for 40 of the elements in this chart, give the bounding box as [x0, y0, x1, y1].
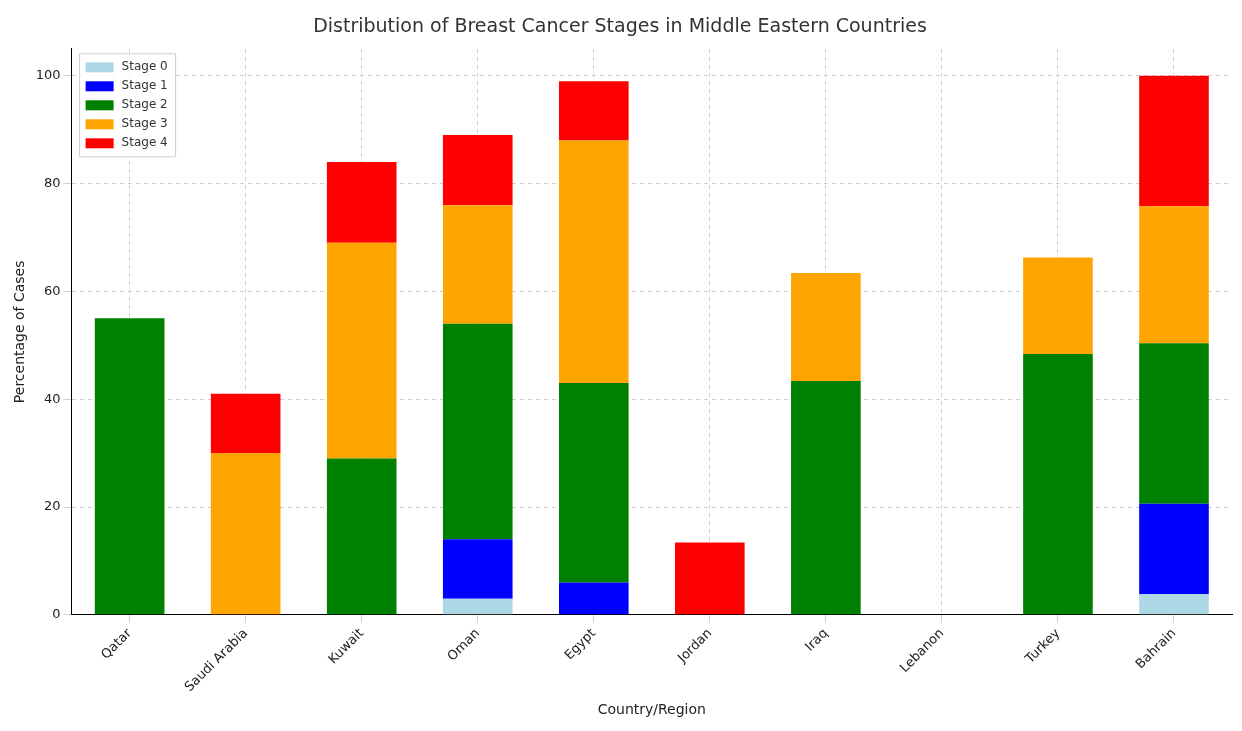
- bar: [558, 582, 629, 615]
- y-axis-title: Percentage of Cases: [11, 260, 28, 404]
- bar: [94, 318, 165, 615]
- legend-label: Stage 1: [121, 78, 168, 93]
- bar: [442, 323, 513, 540]
- legend-label: Stage 0: [121, 59, 168, 74]
- bar: [558, 81, 629, 141]
- bar: [210, 393, 281, 454]
- y-tick-label: 100: [35, 67, 61, 83]
- legend-label: Stage 3: [121, 116, 168, 131]
- bar: [442, 205, 513, 324]
- bar: [1139, 206, 1209, 344]
- bar: [791, 380, 861, 615]
- bar: [1139, 594, 1209, 615]
- legend-label: Stage 2: [121, 97, 168, 112]
- bar: [1139, 343, 1209, 504]
- bar: [326, 242, 397, 459]
- bar: [558, 383, 629, 583]
- bar: [1139, 503, 1209, 595]
- legend-label: Stage 4: [121, 135, 168, 150]
- bar: [326, 458, 397, 615]
- bar: [442, 135, 513, 206]
- bar: [791, 273, 861, 381]
- bar: [1023, 257, 1093, 354]
- bar: [675, 542, 745, 615]
- chart-title: Distribution of Breast Cancer Stages in Middle Eastern Countries: [313, 14, 927, 37]
- bar: [1023, 353, 1093, 615]
- y-tick-label: 0: [52, 606, 61, 622]
- y-tick-label: 20: [44, 498, 61, 514]
- y-tick-label: 80: [44, 174, 61, 190]
- bar: [558, 140, 629, 384]
- bar: [326, 162, 397, 243]
- x-tick-label: Iraq: [801, 625, 831, 654]
- bar: [442, 539, 513, 599]
- y-tick-label: 40: [44, 390, 61, 406]
- bar: [1139, 75, 1209, 207]
- bar: [210, 453, 281, 615]
- x-axis-title: Country/Region: [597, 701, 706, 718]
- y-tick-label: 60: [44, 282, 61, 298]
- bar: [442, 598, 513, 615]
